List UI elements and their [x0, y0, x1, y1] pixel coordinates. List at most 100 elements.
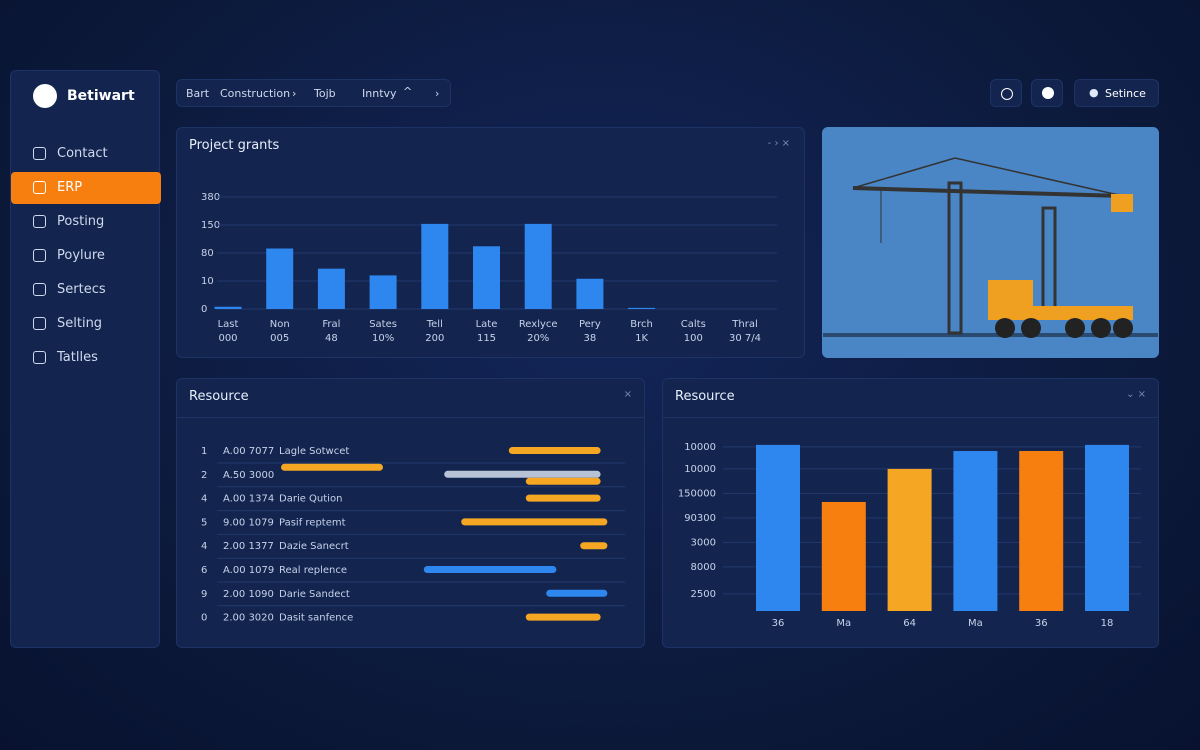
bar — [473, 246, 500, 309]
menu-label: Sertecs — [57, 282, 106, 297]
project-panel: Project grants - › × 0 10 80 150 380 Last 000 N… — [176, 127, 805, 358]
x-tick-label: Thral — [731, 319, 757, 330]
crumb-sep: ^ — [403, 85, 413, 98]
project-chart: 0 10 80 150 380 Last 000 Non 005 Fral 48 Sates 10% Te… — [201, 192, 777, 344]
y-tick-label: 10 — [201, 276, 214, 287]
row-name: Pasif reptemt — [279, 517, 346, 528]
wheel — [1065, 318, 1085, 338]
x-tick-label: Brch — [630, 319, 653, 330]
x-sub-label: 30 7/4 — [729, 333, 761, 344]
menu-item[interactable]: Posting — [11, 206, 161, 238]
x-tick-label: 36 — [1035, 618, 1048, 629]
row-name: Real replence — [279, 565, 347, 576]
menu-item[interactable]: Sertecs — [11, 274, 161, 306]
row-code: 2.00 3020 — [223, 613, 274, 624]
x-tick-label: Pery — [579, 319, 601, 330]
menu-icon — [33, 249, 46, 262]
x-tick-label: Tell — [426, 319, 443, 330]
x-tick-label: Non — [270, 319, 290, 330]
search-button[interactable] — [990, 79, 1022, 107]
row-number: 4 — [201, 541, 207, 552]
divider — [663, 417, 1158, 418]
y-tick-label: 0 — [201, 304, 207, 315]
y-tick-label: 90300 — [684, 513, 716, 524]
crumb-sep: › — [292, 87, 297, 100]
row-name: Lagle Sotwcet — [279, 446, 349, 457]
y-tick-label: 150 — [201, 220, 220, 231]
ground — [823, 333, 1158, 337]
panel-controls: ⌄ × — [1126, 389, 1146, 400]
user-icon: ● — [1089, 86, 1099, 99]
gantt-chart: 1 A.00 7077 Lagle Sotwcet 2 A.50 3000 4 A.00 1… — [201, 446, 625, 624]
button-label: Setince — [1105, 87, 1146, 100]
brand: Betiwart — [67, 88, 135, 104]
y-tick-label: 10000 — [684, 464, 716, 475]
crumb[interactable]: Construction — [220, 87, 291, 100]
divider — [177, 417, 644, 418]
x-tick-label: Ma — [836, 618, 851, 629]
gantt-bar — [580, 542, 608, 550]
menu-icon — [33, 147, 46, 160]
breadcrumb: Bart Construction › Tojb Inntvy ^ › — [176, 79, 451, 107]
gantt-bar — [281, 463, 383, 471]
y-tick-label: 2500 — [691, 589, 716, 600]
x-tick-label: 18 — [1101, 618, 1114, 629]
wheel — [995, 318, 1015, 338]
wheel — [1113, 318, 1133, 338]
menu-item[interactable]: Contact — [11, 138, 161, 170]
x-tick-label: Fral — [322, 319, 340, 330]
x-sub-label: 200 — [425, 333, 444, 344]
row-code: 2.00 1377 — [223, 541, 274, 552]
menu-label: Poylure — [57, 248, 105, 263]
y-tick-label: 380 — [201, 192, 220, 203]
gantt-bar — [461, 518, 608, 526]
menu-item[interactable]: ERP — [11, 172, 161, 204]
search-icon — [1001, 88, 1013, 100]
bar — [953, 451, 998, 611]
x-tick-label: Ma — [968, 618, 983, 629]
row-number: 5 — [201, 517, 207, 528]
y-tick-label: 8000 — [691, 562, 716, 573]
menu-item[interactable]: Selting — [11, 308, 161, 340]
row-number: 2 — [201, 470, 207, 481]
row-name: Dasit sanfence — [279, 613, 353, 624]
x-sub-label: 000 — [218, 333, 237, 344]
panel-controls: - › × — [767, 138, 790, 149]
info-button[interactable] — [1031, 79, 1063, 107]
crumb[interactable]: Tojb — [314, 87, 336, 100]
bar — [524, 223, 552, 309]
row-name: Darie Qution — [279, 494, 342, 505]
bar — [214, 306, 242, 309]
menu-item[interactable]: Tatlles — [11, 342, 161, 374]
menu-item[interactable]: Poylure — [11, 240, 161, 272]
row-code: A.00 1374 — [223, 494, 274, 505]
panel-close[interactable]: × — [623, 389, 632, 400]
row-code: A.50 3000 — [223, 470, 274, 481]
row-code: A.00 7077 — [223, 446, 274, 457]
gantt-bar — [525, 477, 601, 485]
x-tick-label: Late — [476, 319, 498, 330]
menu-label: Posting — [57, 214, 105, 229]
y-tick-label: 10000 — [684, 442, 716, 453]
row-code: 2.00 1090 — [223, 589, 274, 600]
crumb[interactable]: Bart — [186, 87, 210, 100]
row-number: 6 — [201, 565, 207, 576]
panel-title: Project grants — [189, 138, 280, 153]
bar — [369, 275, 397, 309]
settings-button[interactable]: ● Setince — [1074, 79, 1159, 107]
menu-label: ERP — [57, 180, 83, 195]
x-tick-label: Last — [218, 319, 239, 330]
sidebar: Betiwart Contact ERP Posting Poylure Sertecs… — [10, 70, 161, 648]
crumb[interactable]: Inntvy — [362, 87, 397, 100]
row-number: 9 — [201, 589, 207, 600]
x-sub-label: 115 — [477, 333, 496, 344]
row-number: 0 — [201, 613, 207, 624]
bar — [821, 501, 866, 611]
x-sub-label: 38 — [584, 333, 597, 344]
wheel — [1091, 318, 1111, 338]
y-tick-label: 150000 — [678, 488, 716, 499]
row-name: Dazie Sanecrt — [279, 541, 349, 552]
row-number: 1 — [201, 446, 207, 457]
crumb-sep: › — [435, 87, 440, 100]
x-tick-label: Calts — [681, 319, 706, 330]
